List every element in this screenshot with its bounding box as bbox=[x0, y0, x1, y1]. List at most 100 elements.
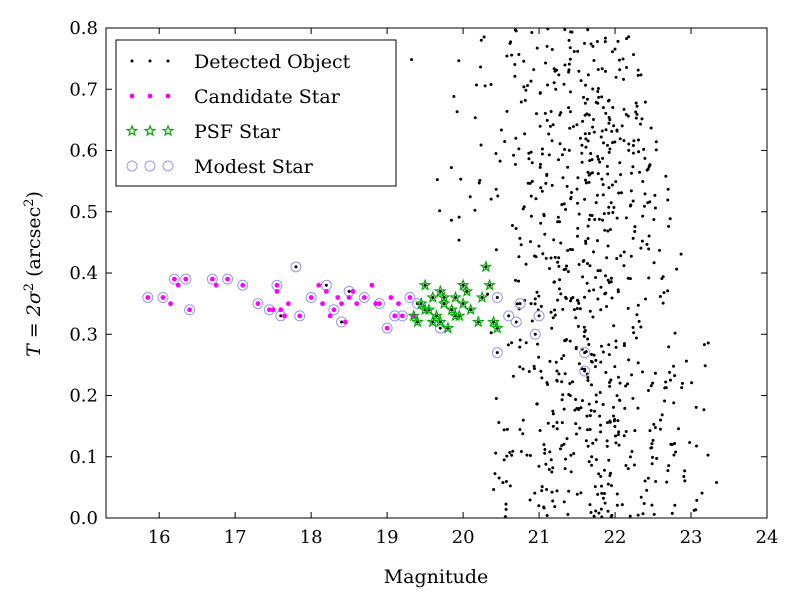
detected-object-point bbox=[596, 89, 600, 93]
detected-object-point bbox=[582, 334, 586, 338]
detected-object-point bbox=[586, 224, 590, 228]
detected-object-point bbox=[586, 236, 590, 240]
detected-object-point bbox=[624, 216, 628, 220]
detected-object-point bbox=[558, 113, 562, 117]
detected-object-point bbox=[600, 67, 604, 71]
detected-object-point bbox=[610, 296, 614, 300]
detected-object-point bbox=[629, 203, 633, 207]
candidate-star-point bbox=[331, 307, 337, 313]
detected-object-point bbox=[574, 397, 578, 401]
detected-object-point bbox=[610, 183, 614, 187]
detected-object-point bbox=[614, 75, 618, 79]
detected-object-point bbox=[591, 441, 595, 445]
y-tick-label: 0.6 bbox=[69, 141, 98, 162]
y-tick-label: 0.7 bbox=[69, 79, 98, 100]
candidate-star-point bbox=[225, 276, 230, 282]
detected-object-point bbox=[622, 250, 626, 254]
candidate-star-point bbox=[266, 307, 272, 313]
detected-object-point bbox=[509, 40, 513, 44]
detected-object-point bbox=[575, 123, 579, 127]
detected-object-point bbox=[605, 439, 609, 443]
detected-object-point bbox=[650, 462, 654, 466]
detected-object-point bbox=[545, 118, 549, 122]
detected-object-point bbox=[532, 367, 536, 371]
detected-object-point bbox=[494, 187, 498, 191]
detected-object-point bbox=[604, 111, 608, 115]
detected-object-point bbox=[568, 381, 572, 385]
detected-object-point bbox=[572, 451, 576, 455]
detected-object-point bbox=[618, 137, 622, 141]
detected-object-point bbox=[623, 406, 627, 410]
detected-object-point bbox=[504, 507, 508, 511]
detected-object-point bbox=[518, 345, 522, 349]
detected-object-point bbox=[672, 453, 676, 457]
detected-object-point bbox=[562, 354, 566, 358]
detected-object-point bbox=[453, 296, 457, 299]
detected-object-point bbox=[633, 429, 637, 433]
detected-object-point bbox=[587, 132, 591, 136]
detected-object-point bbox=[550, 490, 554, 494]
detected-object-point bbox=[521, 418, 525, 422]
detected-object-point bbox=[524, 262, 528, 266]
modest-star-center bbox=[495, 296, 499, 299]
detected-object-point bbox=[641, 180, 645, 184]
detected-object-point bbox=[627, 142, 631, 146]
detected-object-point bbox=[668, 370, 672, 374]
x-tick-label: 22 bbox=[604, 527, 627, 548]
detected-object-point bbox=[629, 171, 633, 175]
detected-object-point bbox=[588, 264, 592, 268]
detected-object-point bbox=[461, 302, 465, 306]
detected-object-point bbox=[572, 308, 576, 312]
detected-object-point bbox=[573, 408, 577, 412]
detected-object-point bbox=[695, 498, 699, 502]
detected-object-point bbox=[631, 396, 635, 400]
detected-object-point bbox=[563, 467, 567, 471]
detected-object-point bbox=[544, 256, 548, 260]
detected-object-point bbox=[555, 489, 559, 493]
candidate-star-point bbox=[384, 325, 390, 331]
detected-object-point bbox=[617, 430, 621, 434]
detected-object-point bbox=[457, 59, 461, 63]
detected-object-point bbox=[545, 44, 549, 48]
plot-area bbox=[142, 28, 719, 518]
detected-object-point bbox=[648, 429, 652, 433]
detected-object-point bbox=[568, 110, 572, 114]
detected-object-point bbox=[545, 514, 549, 518]
detected-object-point bbox=[544, 181, 548, 185]
detected-object-point bbox=[593, 365, 597, 369]
detected-object-point bbox=[646, 167, 650, 171]
detected-object-point bbox=[557, 372, 561, 376]
detected-object-point bbox=[550, 326, 554, 330]
detected-object-point bbox=[551, 123, 555, 127]
candidate-star-point bbox=[407, 295, 413, 300]
detected-object-point bbox=[607, 343, 611, 347]
detected-object-point bbox=[667, 224, 671, 228]
detected-object-point bbox=[613, 47, 617, 51]
candidate-star-point bbox=[274, 282, 280, 288]
detected-object-point bbox=[594, 458, 598, 462]
detected-object-point bbox=[561, 393, 565, 397]
detected-object-point bbox=[643, 156, 647, 160]
detected-object-point bbox=[615, 257, 619, 261]
detected-object-point bbox=[469, 308, 473, 312]
detected-object-point bbox=[630, 373, 634, 377]
modest-star-point bbox=[491, 292, 503, 303]
candidate-star-point bbox=[392, 313, 398, 319]
detected-object-point bbox=[535, 402, 539, 406]
detected-object-point bbox=[574, 345, 578, 349]
detected-object-point bbox=[551, 412, 555, 416]
psf-star-point bbox=[456, 278, 470, 291]
candidate-star-point bbox=[270, 307, 276, 313]
detected-object-point bbox=[594, 201, 598, 205]
detected-object-point bbox=[498, 159, 502, 163]
legend-label: Detected Object bbox=[194, 51, 351, 73]
detected-object-point bbox=[583, 132, 587, 136]
detected-object-point bbox=[562, 407, 566, 411]
detected-object-point bbox=[583, 295, 587, 299]
detected-object-point bbox=[518, 236, 522, 240]
detected-object-point bbox=[672, 364, 676, 368]
detected-object-point bbox=[612, 205, 616, 209]
modest-star-point bbox=[579, 347, 591, 359]
detected-object-point bbox=[510, 223, 514, 227]
detected-object-point bbox=[503, 139, 507, 143]
